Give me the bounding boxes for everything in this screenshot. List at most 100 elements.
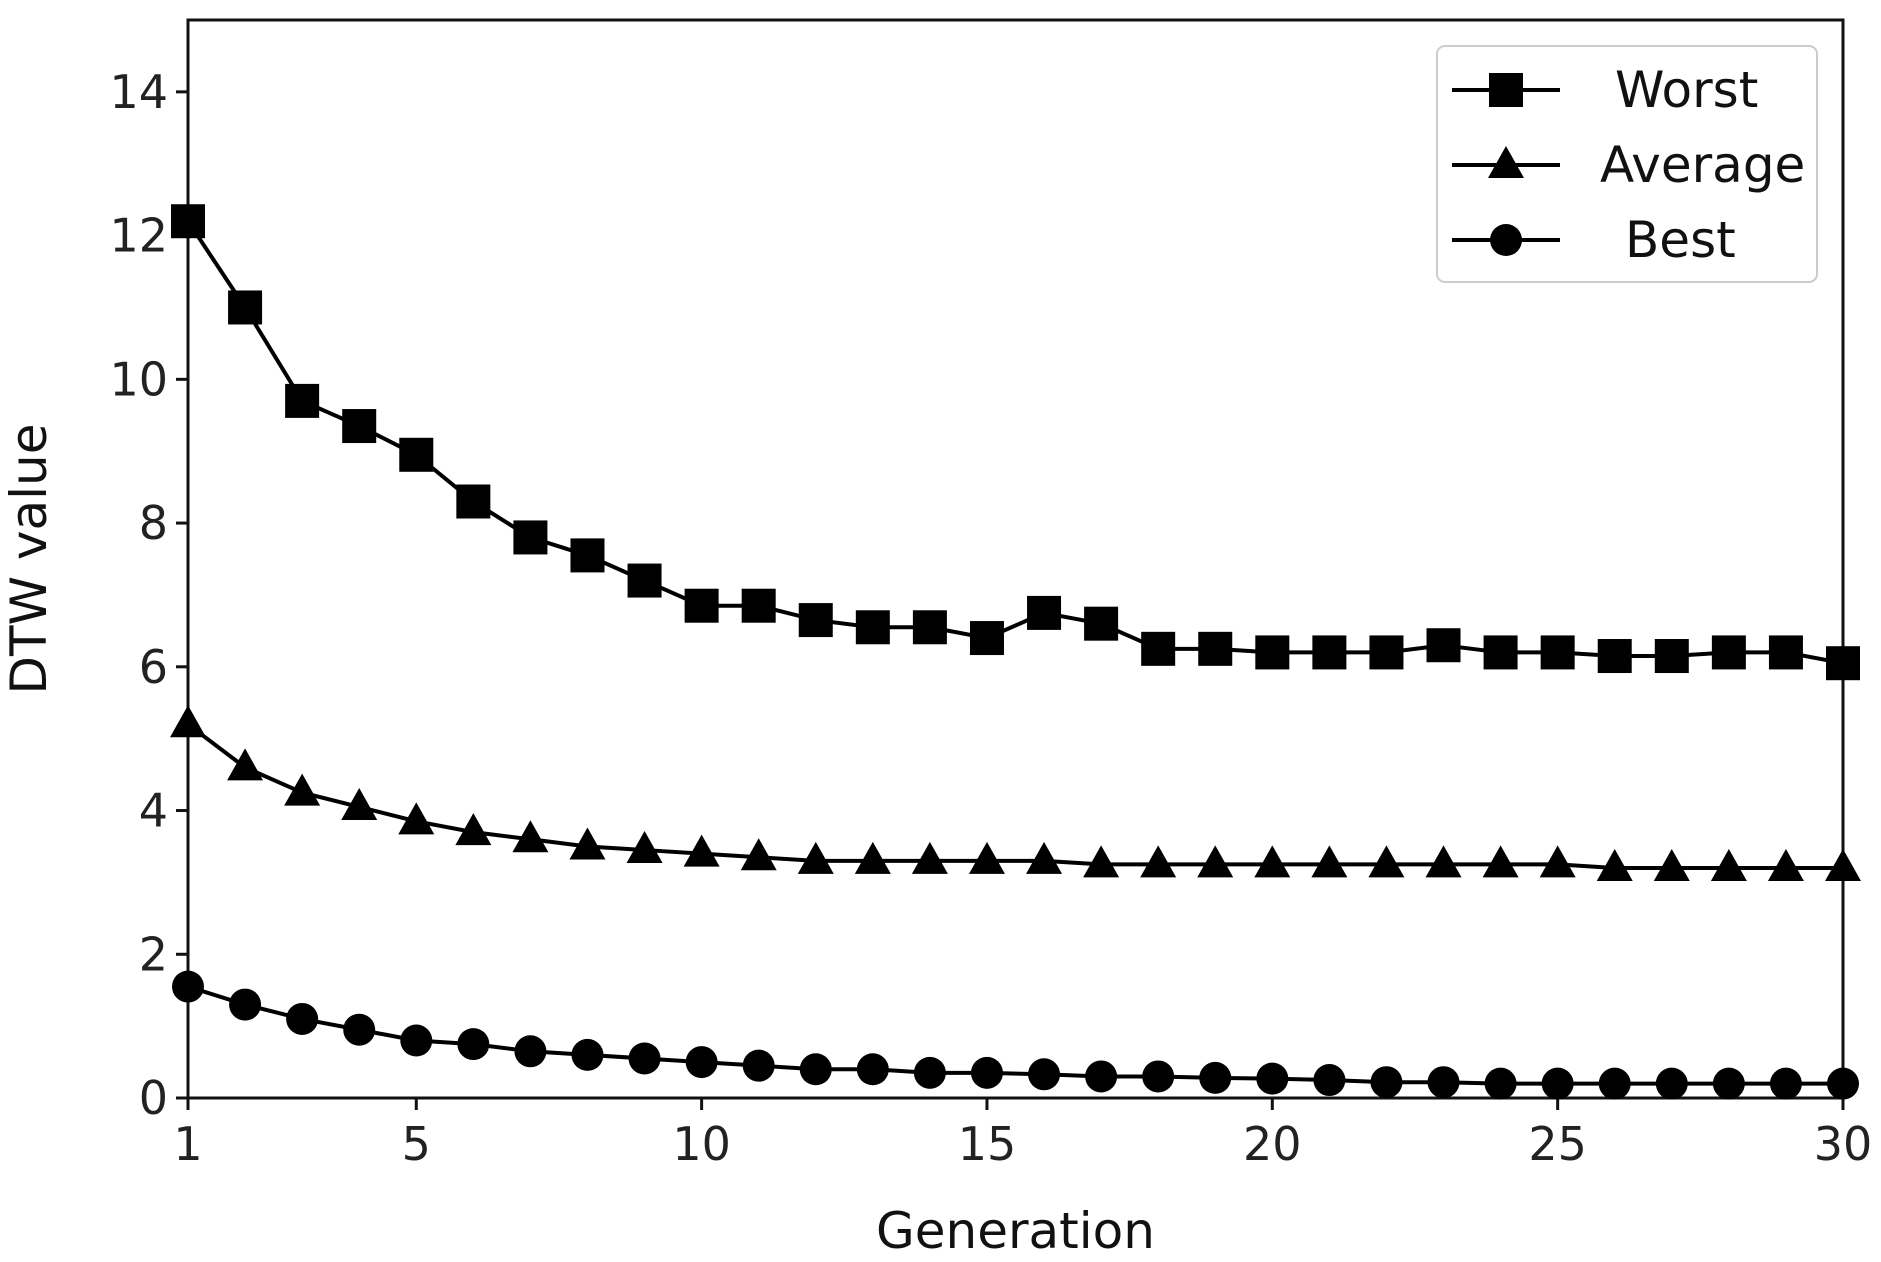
best-point xyxy=(1313,1064,1346,1097)
best-point xyxy=(685,1046,718,1079)
y-tick-label: 10 xyxy=(109,352,168,406)
average-point xyxy=(1083,845,1120,878)
best-point xyxy=(1256,1062,1289,1095)
best-point xyxy=(913,1056,946,1089)
x-tick-label: 10 xyxy=(672,1117,731,1171)
worst-point xyxy=(228,290,263,325)
best-point xyxy=(286,1002,319,1035)
x-tick-label: 25 xyxy=(1528,1117,1587,1171)
x-tick-label: 1 xyxy=(173,1117,202,1171)
x-tick-label: 15 xyxy=(958,1117,1017,1171)
average-point xyxy=(1254,845,1291,878)
worst-point xyxy=(399,437,434,472)
average-line xyxy=(186,722,1843,871)
best-point xyxy=(1142,1060,1175,1093)
average-point xyxy=(1710,849,1747,882)
best-point xyxy=(457,1028,490,1061)
average-point xyxy=(455,813,492,846)
average-point xyxy=(341,787,378,820)
worst-point xyxy=(1312,635,1347,670)
series-best xyxy=(172,970,1859,1100)
x-tick-label: 20 xyxy=(1243,1117,1302,1171)
worst-point xyxy=(855,610,890,645)
average-point xyxy=(1368,845,1405,878)
worst-point xyxy=(570,538,605,573)
best-point xyxy=(1769,1067,1802,1100)
average-point xyxy=(626,831,663,864)
y-tick-label: 12 xyxy=(109,209,168,263)
best-point xyxy=(628,1042,661,1075)
average-point xyxy=(284,773,321,806)
worst-point xyxy=(1826,646,1860,681)
worst-point xyxy=(285,383,320,418)
worst-line xyxy=(186,220,1844,666)
worst-point xyxy=(1198,631,1233,666)
average-point xyxy=(512,820,549,853)
average-point xyxy=(1653,849,1690,882)
average-point xyxy=(227,748,264,781)
best-line xyxy=(187,984,1843,1086)
average-point xyxy=(1482,845,1519,878)
best-point xyxy=(970,1056,1003,1089)
best-point xyxy=(229,988,262,1021)
worst-point xyxy=(1768,635,1803,670)
legend-average-marker xyxy=(1488,146,1524,178)
worst-point xyxy=(627,563,662,598)
average-point xyxy=(911,841,948,874)
worst-point xyxy=(1711,635,1746,670)
best-point xyxy=(799,1053,832,1086)
worst-point xyxy=(1540,635,1575,670)
best-point xyxy=(1484,1067,1517,1100)
best-point xyxy=(742,1049,775,1082)
average-point xyxy=(1539,845,1576,878)
average-point xyxy=(683,834,720,867)
best-point xyxy=(1370,1066,1403,1099)
legend-worst-marker xyxy=(1489,73,1523,107)
legend-box xyxy=(1436,45,1818,283)
y-axis-label: DTW value xyxy=(0,424,58,695)
worst-point xyxy=(912,610,947,645)
best-point xyxy=(1199,1061,1232,1094)
worst-point xyxy=(1426,628,1461,663)
average-point xyxy=(1311,845,1348,878)
best-point xyxy=(1541,1067,1574,1100)
worst-point xyxy=(171,204,205,239)
average-point xyxy=(1825,849,1861,882)
worst-point xyxy=(798,603,833,638)
average-point xyxy=(170,705,206,738)
average-point xyxy=(968,841,1005,874)
average-point xyxy=(797,841,834,874)
average-point xyxy=(569,827,606,860)
x-axis-label: Generation xyxy=(876,1202,1155,1260)
worst-point xyxy=(969,621,1004,656)
y-tick-label: 6 xyxy=(139,640,168,694)
best-point xyxy=(172,970,204,1003)
best-point xyxy=(1655,1067,1688,1100)
legend-best-label: Best xyxy=(1625,211,1736,269)
worst-point xyxy=(1369,635,1404,670)
best-point xyxy=(400,1024,433,1057)
worst-point xyxy=(741,588,776,623)
average-point xyxy=(1596,849,1633,882)
worst-point xyxy=(1141,631,1176,666)
best-point xyxy=(343,1013,376,1046)
y-tick-label: 0 xyxy=(139,1071,168,1125)
average-point xyxy=(1197,845,1234,878)
best-point xyxy=(1427,1066,1460,1099)
worst-point xyxy=(513,520,548,555)
worst-point xyxy=(1084,606,1119,641)
average-point xyxy=(854,841,891,874)
worst-point xyxy=(1483,635,1518,670)
best-point xyxy=(514,1035,547,1068)
average-point xyxy=(398,802,435,835)
worst-point xyxy=(1597,639,1632,674)
series-group xyxy=(170,204,1861,1100)
y-tick-label: 8 xyxy=(139,496,168,550)
worst-point xyxy=(456,484,491,519)
worst-point xyxy=(1654,639,1689,674)
best-point xyxy=(571,1038,604,1071)
average-point xyxy=(1425,845,1462,878)
series-worst xyxy=(171,204,1860,681)
